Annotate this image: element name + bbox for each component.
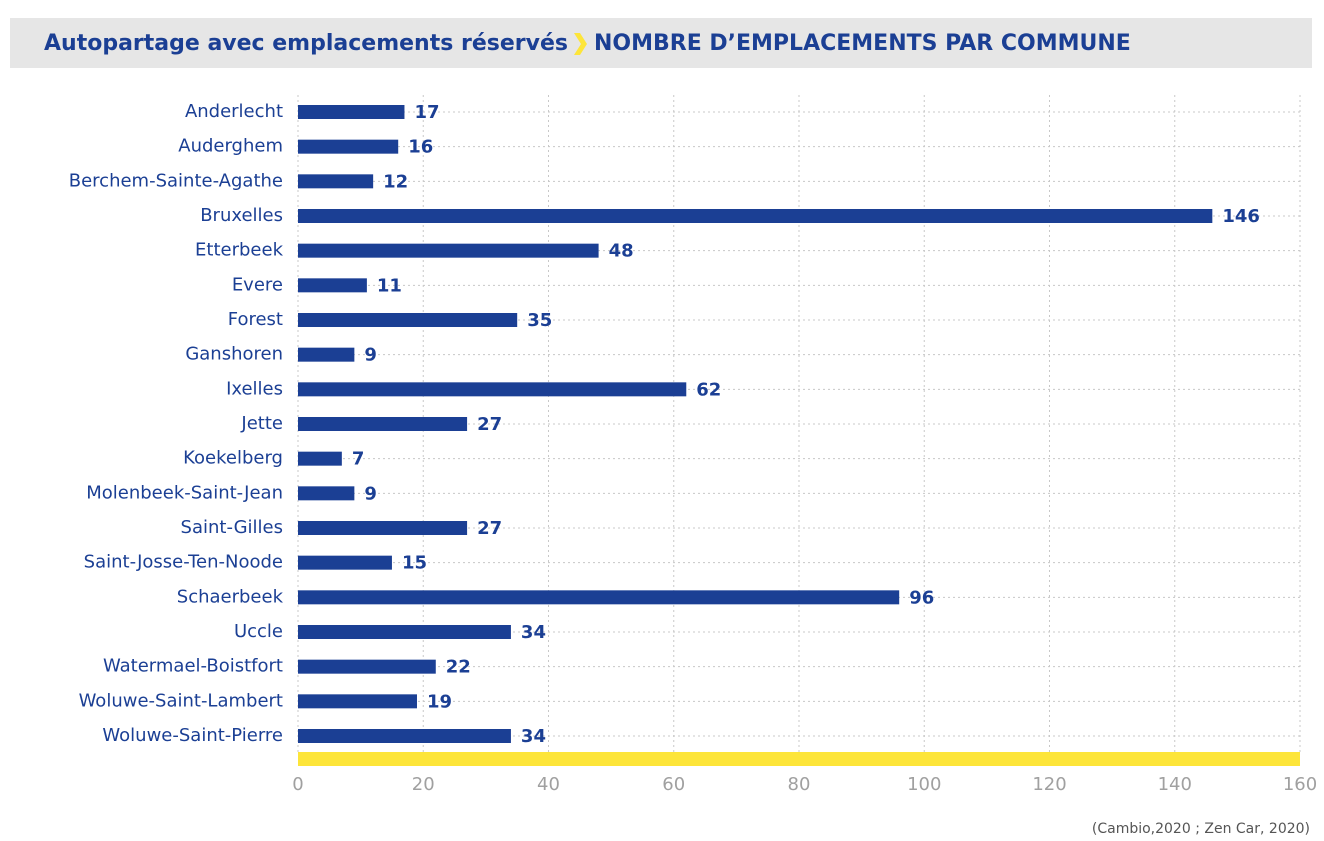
value-label: 17 xyxy=(414,102,439,123)
y-tick-label: Anderlecht xyxy=(185,101,283,122)
bar xyxy=(298,694,417,709)
y-tick-label: Woluwe-Saint-Lambert xyxy=(79,690,283,711)
value-label: 96 xyxy=(909,587,934,608)
x-tick-label: 140 xyxy=(1158,774,1192,795)
y-tick-label: Woluwe-Saint-Pierre xyxy=(102,725,283,746)
y-tick-label: Etterbeek xyxy=(195,240,284,261)
y-tick-label: Berchem-Sainte-Agathe xyxy=(69,170,283,191)
y-tick-label: Uccle xyxy=(234,621,283,642)
value-label: 15 xyxy=(402,553,427,574)
value-label: 34 xyxy=(521,726,546,747)
bar xyxy=(298,625,511,639)
bar xyxy=(298,451,342,466)
value-label: 7 xyxy=(352,449,365,470)
value-label: 146 xyxy=(1222,206,1260,227)
y-tick-label: Watermael-Boistfort xyxy=(103,656,283,677)
y-tick-label: Koekelberg xyxy=(183,448,283,469)
y-tick-label: Saint-Gilles xyxy=(181,517,283,538)
x-tick-label: 60 xyxy=(662,774,685,795)
bar xyxy=(298,347,355,362)
chart-subtitle: NOMBRE D’EMPLACEMENTS PAR COMMUNE xyxy=(594,31,1131,56)
x-tick-label: 80 xyxy=(788,774,811,795)
bar xyxy=(298,417,468,431)
x-tick-label: 20 xyxy=(412,774,435,795)
x-tick-label: 120 xyxy=(1032,774,1066,795)
bar xyxy=(298,243,599,258)
x-tick-label: 0 xyxy=(292,774,303,795)
x-tick-label: 40 xyxy=(537,774,560,795)
value-label: 48 xyxy=(609,241,634,262)
bar xyxy=(298,139,399,154)
bar xyxy=(298,278,367,293)
bar xyxy=(298,590,900,605)
y-tick-label: Molenbeek-Saint-Jean xyxy=(86,482,283,503)
value-label: 34 xyxy=(521,622,546,643)
source-note: (Cambio,2020 ; Zen Car, 2020) xyxy=(1092,821,1310,837)
value-label: 62 xyxy=(696,379,721,400)
bar xyxy=(298,659,436,674)
value-label: 27 xyxy=(477,414,502,435)
y-tick-label: Schaerbeek xyxy=(177,586,284,607)
y-tick-label: Forest xyxy=(228,309,283,330)
y-tick-label: Saint-Josse-Ten-Noode xyxy=(84,552,283,573)
bar xyxy=(298,105,405,119)
value-label: 12 xyxy=(383,171,408,192)
y-tick-label: Ixelles xyxy=(226,378,283,399)
header-band xyxy=(10,18,1312,68)
bar xyxy=(298,174,374,189)
x-tick-label: 100 xyxy=(907,774,941,795)
bar xyxy=(298,555,392,570)
y-tick-label: Bruxelles xyxy=(200,205,283,226)
y-tick-label: Jette xyxy=(240,413,283,434)
value-label: 27 xyxy=(477,518,502,539)
y-tick-label: Ganshoren xyxy=(185,344,283,365)
x-tick-label: 160 xyxy=(1283,774,1317,795)
chevron xyxy=(573,33,587,55)
bar xyxy=(298,382,687,397)
value-label: 22 xyxy=(446,657,471,678)
bar xyxy=(298,486,355,501)
value-label: 11 xyxy=(377,275,402,296)
y-tick-label: Evere xyxy=(232,274,283,295)
bar xyxy=(298,313,518,327)
y-tick-label: Auderghem xyxy=(178,136,283,157)
bar xyxy=(298,729,511,743)
value-label: 9 xyxy=(364,345,377,366)
value-label: 35 xyxy=(527,310,552,331)
value-label: 9 xyxy=(364,483,377,504)
bar xyxy=(298,209,1213,223)
bar xyxy=(298,521,468,535)
chart-title: Autopartage avec emplacements réservés xyxy=(44,31,568,56)
value-label: 16 xyxy=(408,137,433,158)
baseline xyxy=(298,752,1300,766)
value-label: 19 xyxy=(427,691,452,712)
